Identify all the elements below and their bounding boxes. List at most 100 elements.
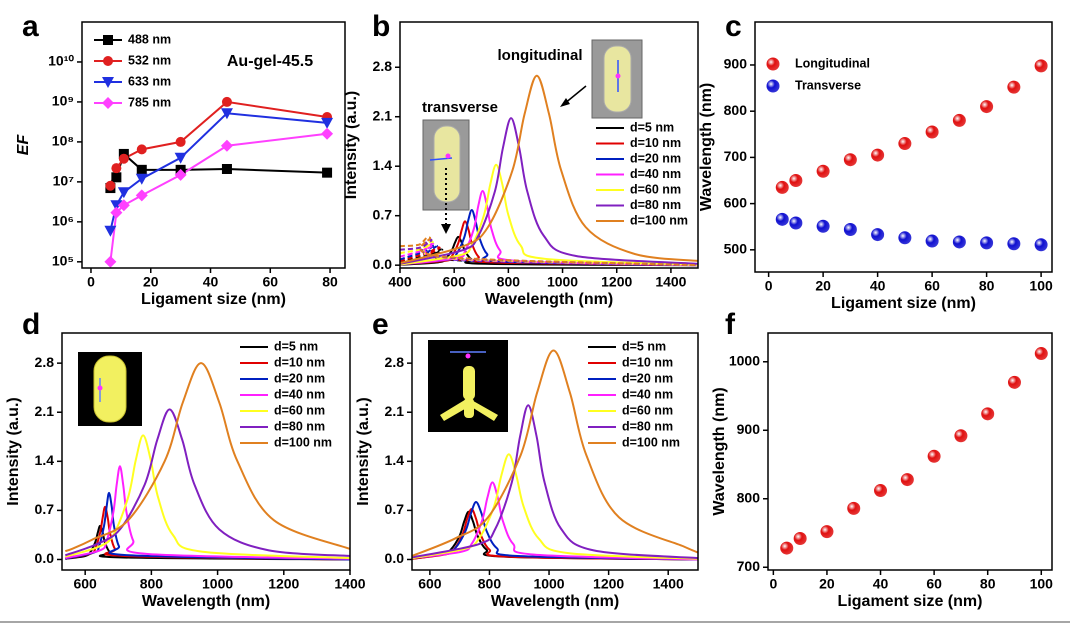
line	[412, 453, 698, 560]
point	[874, 484, 888, 498]
legend-label: Longitudinal	[795, 56, 870, 70]
point	[843, 222, 857, 236]
marker	[221, 163, 232, 174]
legend-label: d=40 nm	[274, 387, 325, 401]
x-tick-label: 100	[1030, 576, 1054, 592]
marker	[110, 200, 123, 212]
panel-letter: b	[372, 10, 390, 43]
panel-letter: c	[725, 10, 742, 43]
y-tick-label: 2.1	[385, 403, 405, 419]
x-tick-label: 800	[497, 274, 521, 290]
line	[64, 408, 350, 557]
y-axis-label: Wavelength (nm)	[711, 387, 728, 515]
legend-label: d=60 nm	[274, 403, 325, 417]
point	[789, 216, 803, 230]
y-tick-label: 0.7	[35, 501, 55, 517]
x-tick-label: 80	[979, 278, 995, 294]
y-axis-label: Intensity (a.u.)	[343, 91, 360, 199]
line	[412, 404, 698, 560]
axes-frame	[399, 21, 699, 269]
marker	[103, 56, 113, 66]
marker	[220, 139, 233, 152]
x-axis-label: Wavelength (nm)	[485, 291, 613, 308]
legend-label: d=40 nm	[630, 167, 681, 181]
point	[820, 525, 834, 539]
x-tick-label: 600	[443, 274, 467, 290]
legend-label: d=80 nm	[630, 198, 681, 212]
legend-label: 488 nm	[128, 32, 171, 46]
marker	[221, 96, 232, 107]
y-tick-label: 500	[724, 241, 748, 257]
point	[816, 219, 830, 233]
x-tick-label: 1200	[268, 576, 299, 592]
legend-label: d=5 nm	[622, 339, 666, 353]
legend-swatch	[766, 57, 780, 71]
point	[789, 174, 803, 188]
marker	[102, 97, 114, 109]
legend-swatch	[766, 79, 780, 93]
y-tick-label: 2.1	[373, 107, 393, 123]
marker	[110, 206, 123, 219]
legend-label: d=5 nm	[630, 120, 674, 134]
legend-label: d=10 nm	[630, 136, 681, 150]
annotation: longitudinal	[498, 47, 583, 64]
panel-letter: a	[22, 10, 39, 43]
point	[847, 501, 861, 515]
y-tick-label: 0.0	[373, 256, 393, 272]
marker	[111, 172, 122, 183]
line	[412, 349, 698, 557]
legend-label: d=80 nm	[622, 419, 673, 433]
panel-letter: f	[725, 308, 736, 341]
legend-label: 633 nm	[128, 74, 171, 88]
point	[925, 125, 939, 139]
point	[775, 212, 789, 226]
marker	[220, 108, 233, 120]
y-tick-label: 700	[737, 558, 761, 574]
point	[775, 180, 789, 194]
legend-label: 532 nm	[128, 53, 171, 67]
x-tick-label: 100	[1029, 278, 1053, 294]
x-axis-label: Ligament size (nm)	[838, 593, 983, 610]
point	[952, 235, 966, 249]
dashed-line	[400, 238, 698, 267]
y-axis-label: EF	[15, 134, 32, 156]
x-tick-label: 60	[924, 278, 940, 294]
legend-label: d=20 nm	[630, 151, 681, 165]
y-tick-label: 0.0	[35, 550, 55, 566]
point	[871, 148, 885, 162]
marker	[135, 173, 148, 185]
y-tick-label: 600	[724, 194, 748, 210]
x-tick-label: 20	[143, 274, 159, 290]
legend-label: d=20 nm	[622, 371, 673, 385]
y-tick-label: 0.7	[373, 206, 393, 222]
marker	[174, 152, 187, 164]
x-tick-label: 40	[870, 278, 886, 294]
marker	[104, 255, 117, 268]
marker	[135, 189, 148, 202]
legend-label: d=20 nm	[274, 371, 325, 385]
point	[927, 449, 941, 463]
x-tick-label: 0	[765, 278, 773, 294]
point	[980, 100, 994, 114]
x-axis-label: Ligament size (nm)	[831, 295, 976, 312]
legend-label: d=100 nm	[622, 435, 680, 449]
marker	[117, 199, 130, 212]
marker	[136, 144, 147, 155]
legend-label: Transverse	[795, 78, 861, 92]
x-tick-label: 20	[819, 576, 835, 592]
marker	[175, 136, 186, 147]
y-tick-label: 2.8	[373, 58, 393, 74]
point	[793, 531, 807, 545]
point	[925, 234, 939, 248]
axes-frame	[754, 21, 1053, 273]
legend-label: d=60 nm	[622, 403, 673, 417]
legend-label: 785 nm	[128, 95, 171, 109]
y-tick-label: 900	[737, 421, 761, 437]
x-tick-label: 20	[815, 278, 831, 294]
x-tick-label: 1400	[334, 576, 365, 592]
y-tick-label: 0.0	[385, 550, 405, 566]
y-axis-label: Wavelength (nm)	[698, 83, 715, 211]
x-axis-label: Wavelength (nm)	[142, 593, 270, 610]
axes-frame	[61, 332, 351, 571]
